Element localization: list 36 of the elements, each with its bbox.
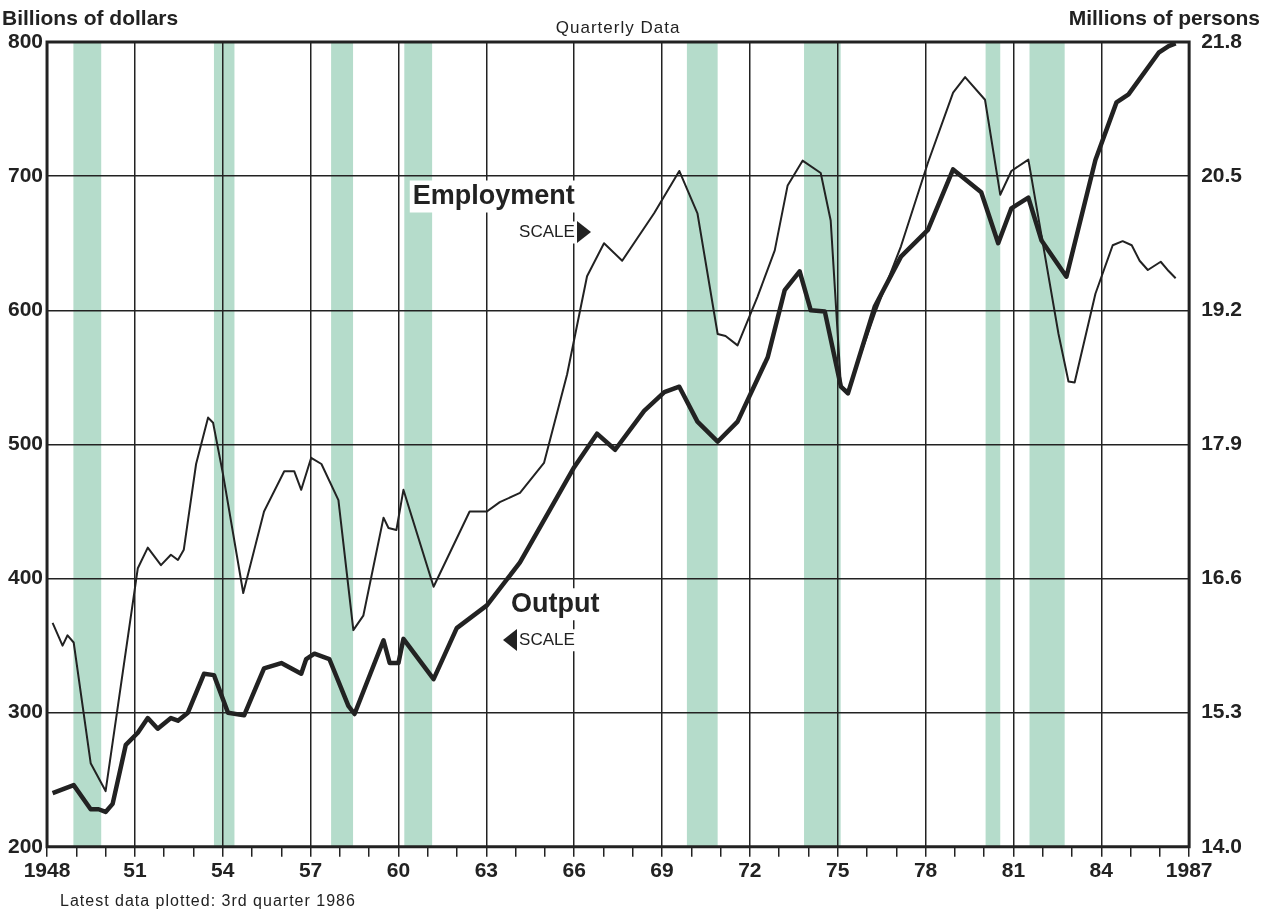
series-label: Employment (412, 179, 575, 210)
y-tick-label: 600 (7, 297, 44, 321)
chart-title: Quarterly Data (555, 18, 681, 37)
x-tick-label: 57 (298, 858, 323, 882)
x-tick-label: 69 (650, 858, 674, 882)
series-label: Output (511, 587, 600, 618)
y2-tick-label: 14.0 (1201, 833, 1242, 857)
y-tick-label: 400 (7, 565, 44, 589)
y2-tick-label: 21.8 (1201, 28, 1243, 52)
x-tick-label: 63 (474, 858, 498, 882)
text: Latest data plotted: 3rd quarter 1986 (60, 892, 356, 910)
y2-tick-label: 19.2 (1201, 297, 1242, 321)
x-tick-label: 1987 (1165, 858, 1213, 882)
y2-tick-label: 15.3 (1201, 699, 1242, 723)
x-tick-label: 75 (826, 858, 850, 882)
x-tick-label: 1948 (23, 858, 71, 882)
x-tick-label: 60 (386, 858, 411, 882)
y2-tick-label: 20.5 (1201, 162, 1243, 186)
y2-tick-label: 16.6 (1201, 565, 1242, 589)
y2-tick-label: 17.9 (1201, 431, 1242, 455)
y-tick-label: 800 (7, 28, 44, 52)
annotation: SCALE (519, 629, 575, 649)
y-tick-label: 500 (7, 431, 44, 455)
x-tick-label: 84 (1089, 858, 1114, 882)
x-tick-label: 54 (211, 858, 235, 882)
y-tick-label: 200 (7, 833, 44, 857)
y2-axis-title: Millions of persons (1068, 6, 1260, 30)
x-tick-label: 66 (562, 858, 586, 882)
x-tick-label: 81 (1001, 858, 1026, 882)
y-tick-label: 700 (7, 162, 44, 186)
annotation: SCALE (519, 222, 575, 242)
x-tick-label: 51 (123, 858, 147, 882)
y-axis-title: Billions of dollars (2, 6, 179, 30)
y-tick-label: 300 (7, 699, 44, 723)
x-tick-label: 78 (913, 858, 938, 882)
x-tick-label: 72 (738, 858, 762, 882)
